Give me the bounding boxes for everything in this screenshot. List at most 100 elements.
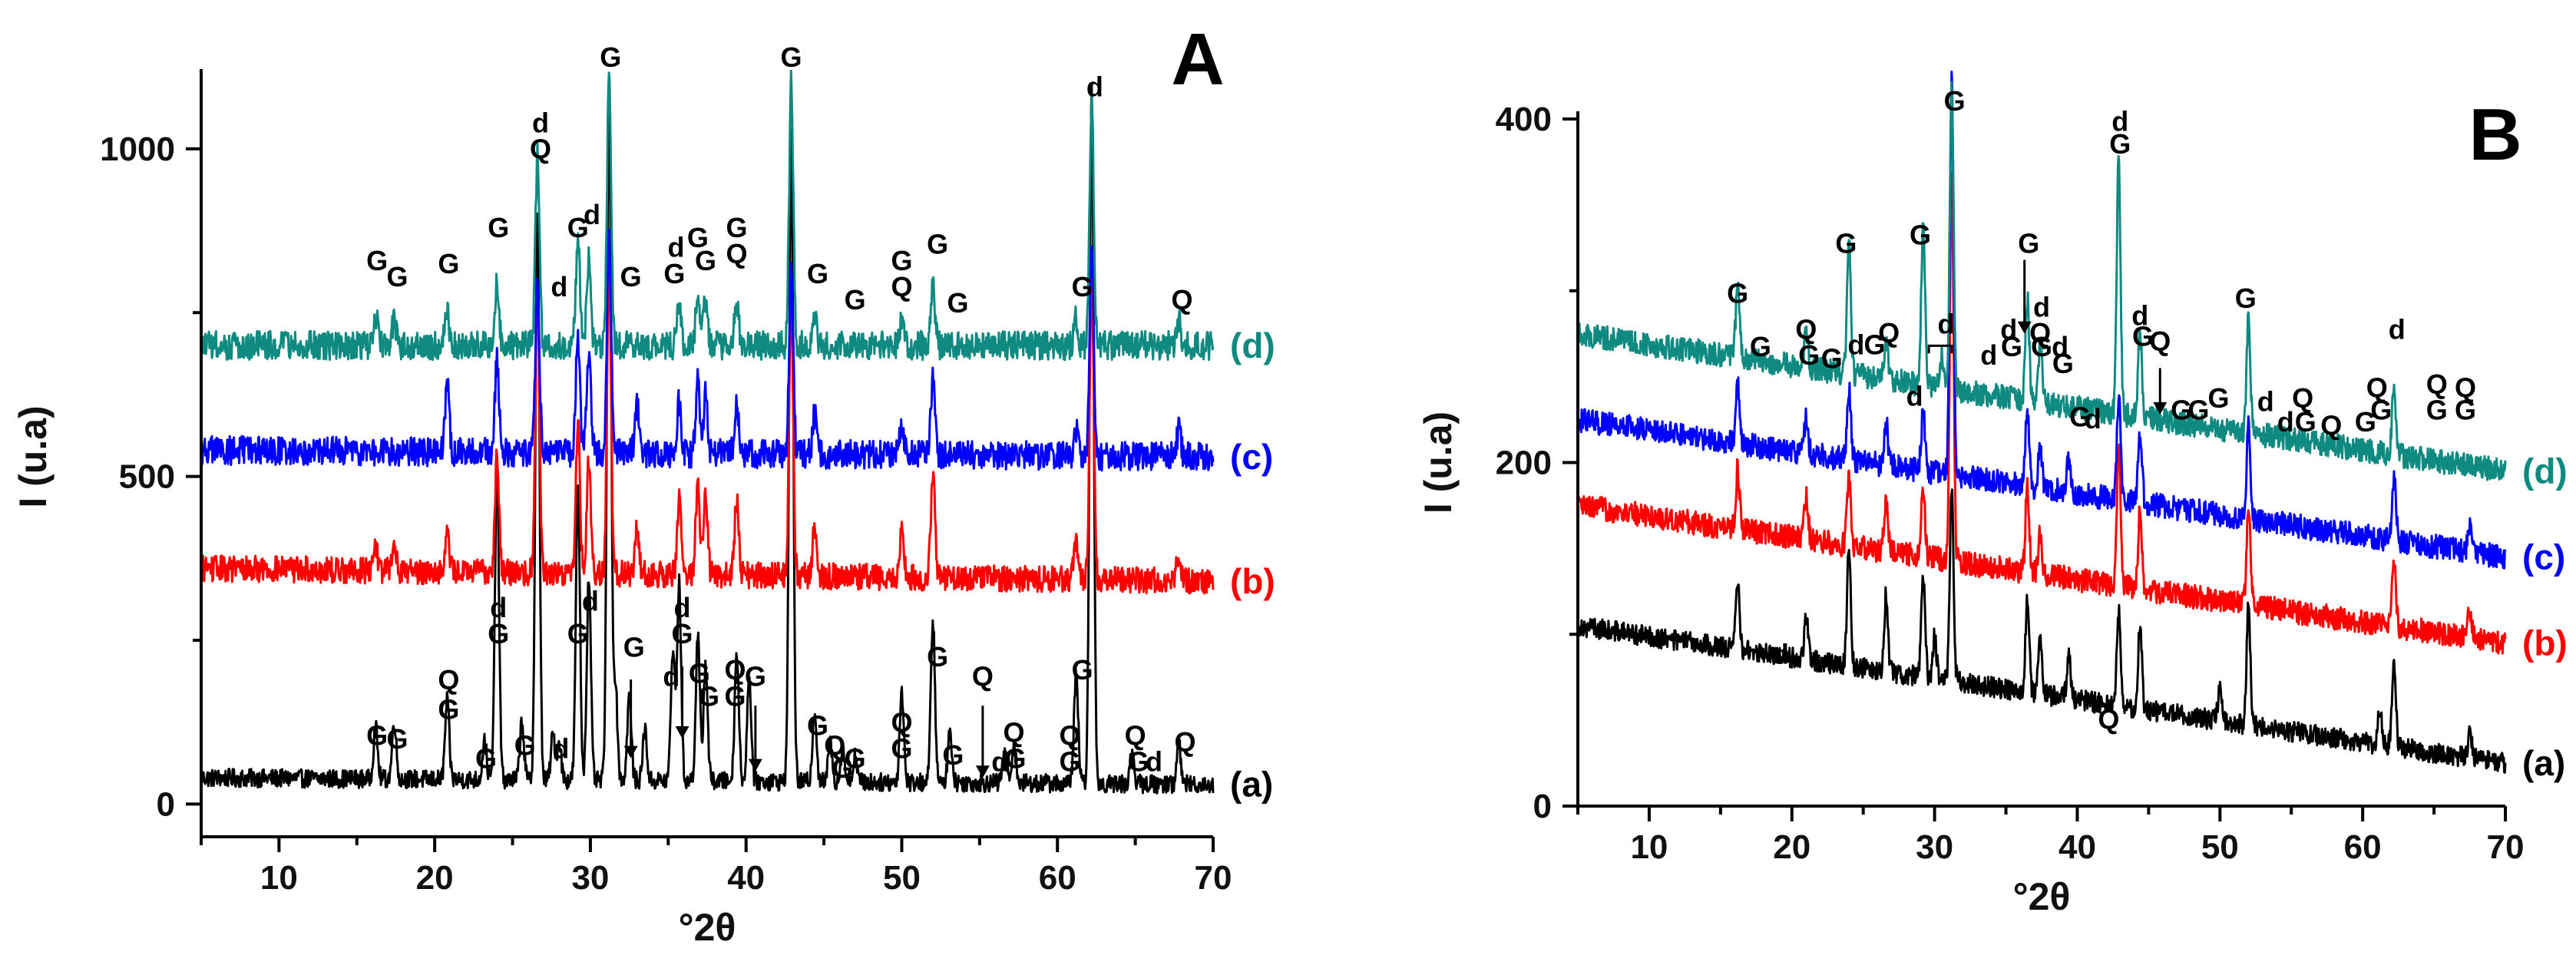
peak-annotation: G bbox=[1750, 331, 1771, 362]
peak-annotation: G bbox=[1835, 228, 1857, 259]
panel-letter: B bbox=[2469, 94, 2521, 176]
x-axis-title: °2θ bbox=[679, 906, 736, 949]
peak-annotation: Q bbox=[891, 271, 912, 302]
peak-annotation: G bbox=[1727, 277, 1748, 309]
peak-annotation: d bbox=[2052, 331, 2068, 362]
y-tick-label: 500 bbox=[119, 458, 175, 496]
peak-annotation: G bbox=[1821, 342, 1843, 374]
peak-annotation: G bbox=[1059, 746, 1080, 778]
peak-annotation: Q bbox=[2149, 326, 2171, 357]
peak-annotation: G bbox=[845, 742, 866, 774]
series-line-a bbox=[200, 78, 1215, 795]
peak-annotation: d bbox=[667, 232, 684, 263]
series-line-d bbox=[1576, 81, 2507, 481]
peak-annotation: G bbox=[488, 212, 509, 243]
peak-annotation: G bbox=[1798, 339, 1820, 371]
peak-annotation: d bbox=[663, 661, 680, 692]
peak-annotation: G bbox=[687, 222, 709, 253]
peak-annotation: G bbox=[2109, 128, 2131, 160]
peak-annotation: d bbox=[490, 592, 507, 623]
x-tick-label: 10 bbox=[260, 859, 298, 897]
peak-annotation: G bbox=[2187, 395, 2209, 426]
peak-annotation: G bbox=[1910, 219, 1931, 250]
peak-annotation: G bbox=[2069, 402, 2091, 433]
annotation-arrow-head bbox=[975, 765, 990, 778]
peak-annotation: G bbox=[891, 733, 912, 765]
peak-annotation: d bbox=[552, 733, 569, 765]
peak-annotation: G bbox=[2370, 395, 2392, 426]
peak-annotation: G bbox=[2426, 395, 2448, 426]
peak-annotation: Q bbox=[1125, 720, 1146, 752]
peak-annotation: G bbox=[488, 618, 509, 649]
peak-annotation: Q bbox=[891, 706, 912, 738]
peak-annotation: G bbox=[386, 261, 408, 292]
x-axis-title: °2θ bbox=[2013, 875, 2071, 918]
x-tick-label: 30 bbox=[571, 859, 609, 897]
annotation-arrow-head bbox=[675, 725, 689, 739]
peak-annotation: G bbox=[807, 258, 828, 289]
peak-annotation: Q bbox=[2098, 703, 2119, 735]
peak-annotation: d bbox=[1847, 329, 1864, 361]
peak-annotation: G bbox=[724, 680, 746, 712]
x-tick-label: 70 bbox=[1195, 859, 1232, 897]
x-tick-label: 40 bbox=[2058, 828, 2096, 866]
peak-annotation: G bbox=[2052, 348, 2074, 379]
peak-annotation: G bbox=[2018, 228, 2039, 259]
x-tick-label: 10 bbox=[1630, 828, 1668, 866]
series-label-b: (b) bbox=[2522, 623, 2568, 663]
panel-b: (a) (b) (c) (d) 10 20 30 40 50 60 70 0 200 400 °2θ I (u… bbox=[1417, 70, 2568, 918]
peak-annotation: G bbox=[386, 723, 408, 755]
peak-annotation: Q bbox=[1174, 726, 1195, 758]
x-tick-label: 60 bbox=[1039, 859, 1076, 897]
peak-annotation: G bbox=[1128, 746, 1149, 778]
peak-annotation: d bbox=[2389, 313, 2406, 345]
series-label-d: (d) bbox=[2522, 451, 2568, 491]
series-label-a: (a) bbox=[1230, 765, 1273, 805]
peak-annotation: G bbox=[623, 631, 645, 663]
peak-annotation: Q bbox=[1878, 317, 1900, 349]
peak-annotation: G bbox=[2171, 395, 2192, 426]
peak-annotation: d bbox=[1937, 309, 1954, 340]
annotation-arrow-head bbox=[2153, 402, 2168, 415]
peak-annotation: Q bbox=[2320, 410, 2342, 441]
x-tick-label: 40 bbox=[727, 859, 765, 897]
x-tick-label: 30 bbox=[1916, 828, 1953, 866]
peak-annotation: G bbox=[567, 212, 589, 243]
peak-annotation: Q bbox=[2366, 372, 2388, 403]
peak-annotation: G bbox=[620, 261, 642, 292]
series-label-c: (c) bbox=[2522, 537, 2565, 577]
peak-annotation: G bbox=[927, 228, 948, 259]
peak-annotation: Q bbox=[724, 654, 746, 686]
x-tick-label: 60 bbox=[2344, 828, 2382, 866]
peak-annotation: G bbox=[475, 742, 497, 774]
peak-annotation: Q bbox=[2292, 382, 2313, 414]
peak-annotation: G bbox=[726, 212, 748, 243]
peak-annotation: G bbox=[2455, 395, 2476, 426]
peak-annotation: G bbox=[600, 41, 621, 73]
series-line-b bbox=[1576, 171, 2507, 655]
peak-annotation: G bbox=[514, 729, 536, 761]
peak-annotation: d bbox=[1146, 746, 1162, 778]
peak-annotation: G bbox=[567, 618, 589, 649]
y-tick-label: 0 bbox=[157, 785, 175, 823]
peak-annotation: Q bbox=[726, 238, 748, 269]
series-line-b bbox=[200, 250, 1215, 595]
peak-annotation: Q bbox=[972, 661, 994, 692]
peak-annotation: d bbox=[2033, 291, 2050, 322]
peak-annotation: d bbox=[2131, 300, 2148, 332]
panel-a: (a) (b) (c) (d) 10 20 30 40 50 60 70 0 500 1000 °2θ I (… bbox=[12, 18, 1275, 949]
peak-annotation: G bbox=[2295, 406, 2316, 438]
peak-annotation: d bbox=[674, 592, 691, 623]
peak-annotation: Q bbox=[2029, 317, 2051, 349]
peak-annotation: G bbox=[695, 245, 716, 276]
peak-annotation: G bbox=[1072, 271, 1093, 302]
peak-annotation: G bbox=[745, 661, 766, 692]
y-tick-label: 1000 bbox=[100, 131, 175, 168]
peak-annotation: G bbox=[438, 248, 459, 279]
peak-annotation: G bbox=[2132, 320, 2154, 352]
series-label-d: (d) bbox=[1230, 326, 1275, 365]
peak-annotation: G bbox=[2031, 331, 2052, 362]
peak-annotation: d bbox=[1086, 71, 1103, 103]
panel-letter: A bbox=[1171, 18, 1224, 101]
peak-annotation: d bbox=[991, 746, 1008, 778]
